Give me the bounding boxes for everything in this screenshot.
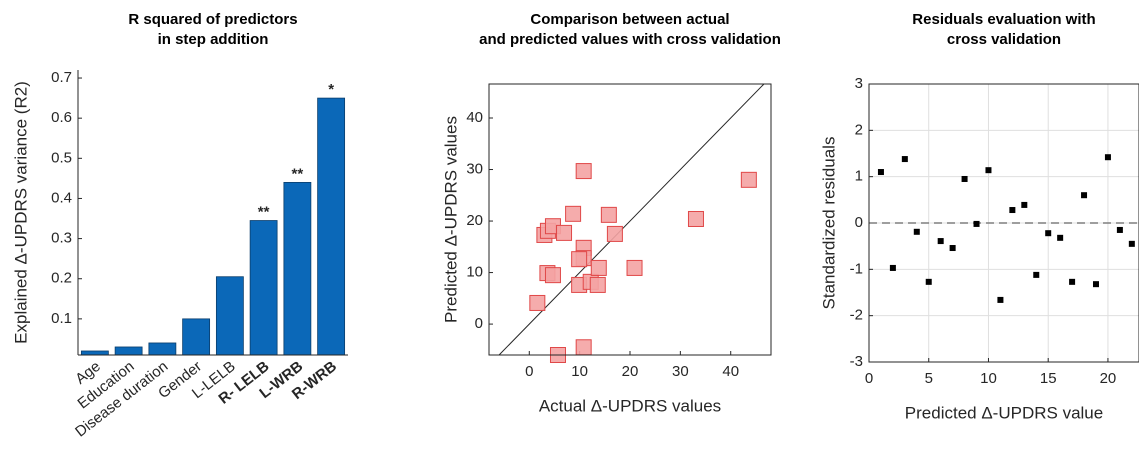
point bbox=[997, 296, 1004, 303]
point bbox=[973, 220, 980, 227]
point bbox=[889, 264, 896, 271]
chart-title: and predicted values with cross validati… bbox=[479, 31, 781, 48]
y-tick-label: 2 bbox=[855, 121, 863, 138]
y-tick-label: 0.1 bbox=[51, 310, 72, 327]
x-tick-label: 20 bbox=[622, 363, 639, 380]
x-tick-label: 5 bbox=[925, 370, 933, 387]
chart-title: R squared of predictors bbox=[128, 11, 297, 28]
point bbox=[600, 206, 617, 223]
bar bbox=[182, 318, 211, 356]
y-tick-label: 30 bbox=[466, 160, 483, 177]
bar bbox=[283, 181, 312, 356]
bar bbox=[215, 276, 244, 356]
point bbox=[687, 210, 704, 227]
point bbox=[575, 163, 592, 180]
bar bbox=[114, 346, 143, 356]
x-tick-label: 15 bbox=[1040, 370, 1057, 387]
point bbox=[925, 278, 932, 285]
point bbox=[961, 175, 968, 182]
bar bbox=[80, 350, 109, 356]
point bbox=[913, 228, 920, 235]
x-tick-label: 10 bbox=[571, 363, 588, 380]
y-tick-label: 0.2 bbox=[51, 270, 72, 287]
point bbox=[740, 171, 757, 188]
y-tick-label: 3 bbox=[855, 75, 863, 92]
y-tick-label: 1 bbox=[855, 168, 863, 185]
point bbox=[1128, 240, 1135, 247]
y-tick-label: 0.5 bbox=[51, 149, 72, 166]
point bbox=[544, 267, 561, 284]
x-tick-label: 0 bbox=[525, 363, 533, 380]
y-tick-label: 40 bbox=[466, 109, 483, 126]
point bbox=[565, 205, 582, 222]
x-tick-label: 0 bbox=[865, 370, 873, 387]
axes-box bbox=[868, 83, 1139, 363]
point bbox=[985, 167, 992, 174]
annotation: * bbox=[328, 81, 334, 98]
point bbox=[1069, 278, 1076, 285]
point bbox=[937, 238, 944, 245]
y-tick-label: 0.3 bbox=[51, 230, 72, 247]
y-tick-label: -2 bbox=[850, 307, 863, 324]
point bbox=[1081, 192, 1088, 199]
annotation: ** bbox=[258, 203, 270, 220]
y-tick-label: 0.4 bbox=[51, 189, 72, 206]
point bbox=[626, 259, 643, 276]
bar bbox=[317, 97, 346, 356]
x-tick-label: 10 bbox=[980, 370, 997, 387]
point bbox=[529, 294, 546, 311]
point bbox=[1045, 230, 1052, 237]
point bbox=[877, 169, 884, 176]
chart-title: cross validation bbox=[947, 31, 1061, 48]
point bbox=[1116, 226, 1123, 233]
x-tick-label: 20 bbox=[1100, 370, 1117, 387]
y-axis-label: Predicted Δ-UPDRS values bbox=[441, 116, 460, 323]
chart-title: Comparison between actual bbox=[530, 11, 729, 28]
y-tick-label: 20 bbox=[466, 212, 483, 229]
y-tick-label: 0.7 bbox=[51, 69, 72, 86]
point bbox=[556, 224, 573, 241]
chart-title: Residuals evaluation with bbox=[912, 11, 1095, 28]
point bbox=[901, 156, 908, 163]
bar bbox=[249, 220, 278, 356]
y-axis-label: Explained Δ-UPDRS variance (R2) bbox=[11, 81, 30, 344]
x-axis-label: Predicted Δ-UPDRS value bbox=[905, 403, 1103, 422]
point bbox=[949, 245, 956, 252]
bar bbox=[148, 342, 177, 356]
axes-box bbox=[488, 83, 772, 356]
point bbox=[1092, 281, 1099, 288]
y-tick-label: 0.6 bbox=[51, 109, 72, 126]
y-tick-label: 0 bbox=[855, 214, 863, 231]
y-tick-label: 0 bbox=[475, 315, 483, 332]
point bbox=[606, 225, 623, 242]
x-tick-label: 40 bbox=[722, 363, 739, 380]
point bbox=[1104, 154, 1111, 161]
x-axis-label: Actual Δ-UPDRS values bbox=[539, 396, 721, 415]
point bbox=[589, 276, 606, 293]
point bbox=[1021, 201, 1028, 208]
point bbox=[571, 251, 588, 268]
annotation: ** bbox=[292, 165, 304, 182]
y-tick-label: -1 bbox=[850, 260, 863, 277]
point bbox=[1033, 271, 1040, 278]
point bbox=[575, 339, 592, 356]
y-axis-label: Standardized residuals bbox=[819, 137, 838, 310]
x-tick-label: 30 bbox=[672, 363, 689, 380]
chart-title: in step addition bbox=[158, 31, 269, 48]
point bbox=[1057, 234, 1064, 241]
point bbox=[1009, 207, 1016, 214]
point bbox=[590, 259, 607, 276]
y-tick-label: -3 bbox=[850, 353, 863, 370]
y-tick-label: 10 bbox=[466, 264, 483, 281]
identity-line bbox=[498, 83, 765, 356]
